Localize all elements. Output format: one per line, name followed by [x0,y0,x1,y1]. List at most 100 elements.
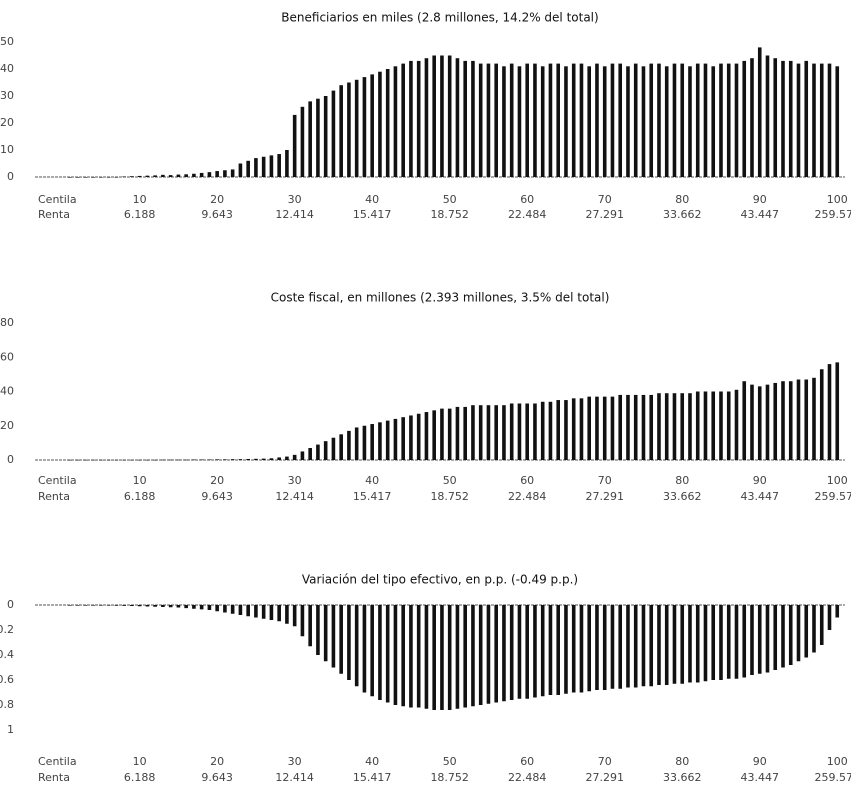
bar [595,63,599,177]
bar [525,63,530,177]
bar [757,386,762,460]
bar [835,605,840,618]
bar [804,60,809,177]
bar [238,163,243,177]
bar [486,63,491,177]
bar [695,391,700,460]
bar [447,605,452,710]
bar [378,605,382,700]
bar [711,391,716,460]
bar [215,605,219,612]
renta-label: 18.752 [430,208,469,221]
bar [176,605,181,608]
bar [269,605,274,620]
bar [308,101,312,177]
bar [502,66,506,177]
bar [711,605,716,680]
bar [331,90,336,177]
bar [688,605,692,683]
bar [261,605,266,619]
bar [168,175,173,177]
bar [641,66,646,177]
renta-label: 6.188 [124,208,156,221]
y-tick-label: 0.8 [0,698,14,711]
bar [742,605,747,678]
bar [161,605,165,607]
bar [432,410,436,460]
bar [385,69,390,177]
y-tick-label: 0 [7,598,14,611]
bar [781,60,785,177]
bar [316,605,320,655]
bar [533,63,537,177]
x-tick-label: 30 [288,755,302,768]
bar [765,55,770,177]
bar [254,605,258,618]
bar [207,605,212,610]
bar [796,379,801,460]
bar [199,605,204,610]
bar [106,459,111,461]
bar [416,413,421,460]
bar [618,394,623,460]
bar [463,60,467,177]
x-tick-label: 100 [827,474,848,487]
bar [819,605,824,645]
bar [114,459,119,461]
x-tick-label: 80 [675,755,689,768]
x-tick-label: 90 [753,193,767,206]
bar [827,364,832,460]
bar [370,74,374,177]
bar [292,605,297,627]
bar [238,459,243,460]
bar [308,605,312,647]
y-tick-label: 40 [0,385,14,398]
bar [788,381,793,460]
bar [796,63,801,177]
bar [502,405,506,460]
bar [618,63,623,177]
bar [742,60,747,177]
y-tick-label: 40 [0,62,14,75]
x-tick-label: 20 [210,193,224,206]
bar [463,605,467,708]
bar [509,403,514,460]
bar [416,60,421,177]
y-tick-label: 20 [0,116,14,129]
bar [765,384,770,460]
renta-label: 259.572 [814,490,851,503]
bar [781,605,785,668]
renta-label: 43.447 [740,490,779,503]
bar [819,63,824,177]
renta-label: 18.752 [430,490,469,503]
bar [657,605,661,685]
renta-label: 22.484 [508,771,547,784]
bar [765,605,770,673]
bar [130,459,134,461]
bar [401,417,405,460]
x-tick-label: 30 [288,193,302,206]
bar [610,605,615,689]
renta-label: 9.643 [201,771,233,784]
x-tick-label: 100 [827,193,848,206]
bar [703,605,708,682]
bar [230,605,235,614]
bar [680,63,685,177]
bar [664,66,669,177]
bar [726,605,731,679]
bar [726,391,731,460]
row-label: Centila [38,193,77,206]
bar [122,605,126,606]
bar [106,605,111,606]
bar [354,427,359,460]
chart-title: Coste fiscal, en millones (2.393 millone… [271,291,610,305]
bar [401,605,405,707]
bar [300,605,305,637]
renta-label: 9.643 [201,208,233,221]
bar [517,403,522,460]
bar [610,63,615,177]
bar [750,58,754,178]
bar [440,55,444,177]
renta-label: 27.291 [585,490,624,503]
renta-label: 33.662 [663,208,702,221]
